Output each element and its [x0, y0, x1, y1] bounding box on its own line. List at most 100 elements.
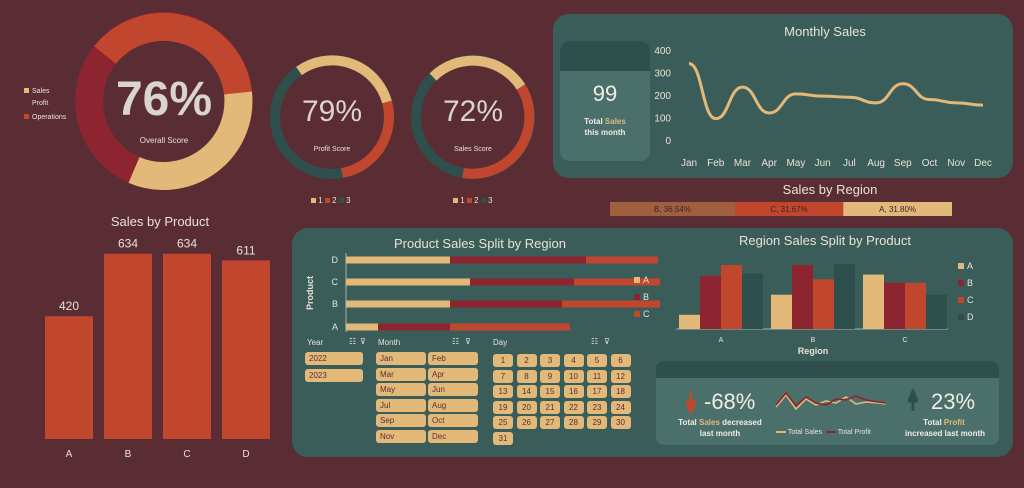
- month-button[interactable]: May: [376, 383, 426, 396]
- split-region-segment[interactable]: [378, 323, 450, 331]
- day-button[interactable]: 8: [516, 369, 537, 383]
- legend-swatch-icon: [24, 88, 29, 93]
- split-region-segment[interactable]: [470, 278, 574, 286]
- day-button[interactable]: 4: [563, 354, 584, 367]
- product-bar[interactable]: [163, 253, 211, 439]
- day-button[interactable]: 22: [563, 400, 584, 414]
- month-button[interactable]: Jul: [376, 398, 426, 412]
- region-tick-label: A: [719, 337, 724, 344]
- day-button[interactable]: 7: [493, 369, 513, 383]
- x-tick-label: Aug: [867, 158, 885, 169]
- multi-select-icon[interactable]: ☷: [349, 337, 357, 346]
- month-button[interactable]: Jun: [428, 383, 478, 396]
- month-button[interactable]: Feb: [428, 352, 478, 365]
- year-button[interactable]: 2023: [305, 369, 363, 382]
- day-button[interactable]: 29: [587, 416, 607, 429]
- day-button[interactable]: 19: [493, 400, 513, 414]
- day-button[interactable]: 15: [540, 385, 560, 398]
- day-button[interactable]: 28: [563, 416, 584, 429]
- day-button[interactable]: 11: [587, 369, 607, 383]
- multi-select-icon[interactable]: ☷: [591, 337, 599, 346]
- split-region-segment[interactable]: [562, 300, 660, 308]
- day-button[interactable]: 12: [610, 369, 631, 383]
- day-button[interactable]: 9: [540, 369, 560, 383]
- split-region-segment[interactable]: [450, 256, 586, 264]
- overall-score-label: Overall Score: [139, 136, 189, 145]
- day-button[interactable]: 6: [610, 354, 631, 367]
- split-product-bar[interactable]: [863, 274, 884, 329]
- split-product-bar[interactable]: [926, 294, 947, 329]
- x-tick-label: Oct: [922, 158, 938, 169]
- legend-label: A: [967, 261, 973, 271]
- day-button[interactable]: 20: [516, 400, 537, 414]
- split-region-segment[interactable]: [450, 323, 570, 331]
- month-button[interactable]: Sep: [376, 414, 426, 427]
- split-product-bar[interactable]: [771, 294, 792, 329]
- split-region-segment[interactable]: [346, 256, 450, 264]
- year-button[interactable]: 2022: [305, 352, 363, 365]
- product-category-label: B: [125, 449, 132, 460]
- split-product-bar[interactable]: [884, 282, 905, 329]
- split-region-segment[interactable]: [450, 300, 562, 308]
- overall-score-donut[interactable]: [75, 12, 253, 190]
- product-tick-label: D: [332, 255, 339, 265]
- day-button[interactable]: 10: [563, 369, 584, 383]
- split-product-bar[interactable]: [905, 282, 926, 329]
- product-bar[interactable]: [104, 253, 152, 439]
- split-product-bar[interactable]: [700, 275, 721, 329]
- day-button[interactable]: 3: [540, 354, 560, 367]
- month-button[interactable]: Dec: [428, 429, 478, 443]
- split-region-segment[interactable]: [346, 300, 450, 308]
- day-button[interactable]: 13: [493, 385, 513, 398]
- clear-filter-icon[interactable]: ⊽: [360, 337, 366, 346]
- day-button[interactable]: 17: [587, 385, 607, 398]
- split-product-bar[interactable]: [679, 314, 700, 329]
- day-button[interactable]: 30: [610, 416, 631, 429]
- region-tick-label: B: [811, 337, 816, 344]
- x-tick-label: Nov: [947, 158, 965, 169]
- day-button[interactable]: 21: [540, 400, 560, 414]
- day-button[interactable]: 24: [610, 400, 631, 414]
- split-region-segment[interactable]: [346, 278, 470, 286]
- split-region-segment[interactable]: [574, 278, 660, 286]
- day-button[interactable]: 26: [516, 416, 537, 429]
- day-button[interactable]: 27: [540, 416, 560, 429]
- region-segment[interactable]: [610, 202, 735, 216]
- split-region-segment[interactable]: [586, 256, 658, 264]
- clear-filter-icon[interactable]: ⊽: [465, 337, 471, 346]
- product-bar[interactable]: [45, 316, 93, 439]
- region-segment[interactable]: [734, 202, 844, 216]
- split-region-segment[interactable]: [346, 323, 378, 331]
- day-button[interactable]: 25: [493, 416, 513, 429]
- multi-select-icon[interactable]: ☷: [452, 337, 460, 346]
- total-sales-kpi-card[interactable]: 99 Total Sales this month: [560, 41, 650, 161]
- day-button[interactable]: 31: [493, 431, 513, 445]
- split-product-bar[interactable]: [792, 265, 813, 329]
- x-axis-label: Region: [798, 346, 829, 356]
- split-product-bar[interactable]: [721, 265, 742, 329]
- month-button[interactable]: Oct: [428, 414, 478, 427]
- region-segment[interactable]: [843, 202, 952, 216]
- profit-score-ring[interactable]: [270, 55, 394, 179]
- sales-score-ring[interactable]: [411, 55, 535, 179]
- month-button[interactable]: Jan: [376, 352, 426, 365]
- month-button[interactable]: Mar: [376, 367, 426, 381]
- split-product-bar[interactable]: [834, 263, 855, 329]
- month-button[interactable]: Nov: [376, 429, 426, 443]
- split-product-bar[interactable]: [742, 273, 763, 329]
- split-product-bar[interactable]: [813, 279, 834, 329]
- day-button[interactable]: 23: [587, 400, 607, 414]
- product-tick-label: A: [332, 322, 338, 332]
- day-button[interactable]: 1: [493, 354, 513, 367]
- day-button[interactable]: 2: [516, 354, 537, 367]
- day-button[interactable]: 18: [610, 385, 631, 398]
- month-button[interactable]: Apr: [428, 367, 478, 381]
- day-button[interactable]: 14: [516, 385, 537, 398]
- clear-filter-icon[interactable]: ⊽: [604, 337, 610, 346]
- product-bar[interactable]: [222, 260, 270, 439]
- day-button[interactable]: 16: [563, 385, 584, 398]
- product-tick-label: C: [332, 277, 339, 287]
- day-button[interactable]: 5: [587, 354, 607, 367]
- month-button[interactable]: Aug: [428, 398, 478, 412]
